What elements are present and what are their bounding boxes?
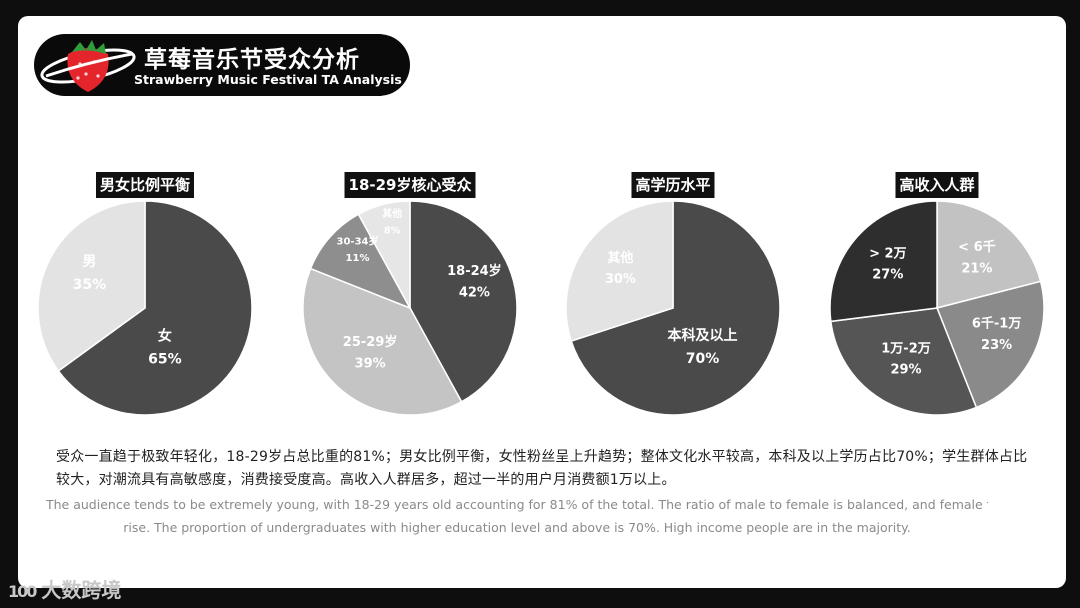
description-english-line-1: The audience tends to be extremely young…	[46, 497, 988, 512]
pie-2-slice-1	[565, 200, 674, 343]
pie-2-slice-0	[570, 200, 781, 416]
pie-3-slice-3-value: 27%	[872, 268, 903, 283]
pie-1-slice-2-label: 30-34岁	[337, 235, 379, 248]
pie-1-slice-2-value: 11%	[346, 253, 370, 264]
pie-0-slice-0	[57, 200, 253, 416]
chart-title-education: 高学历水平	[631, 172, 715, 198]
pie-1-slice-1	[302, 267, 463, 416]
pie-1-slice-0-label: 18-24岁	[447, 263, 502, 279]
pie-2-slice-0-label: 本科及以上	[668, 327, 738, 344]
pie-0-slice-1-label: 男	[82, 254, 96, 270]
pie-1-slice-3	[357, 200, 411, 309]
pie-1-slice-3-label: 其他	[382, 207, 402, 220]
page-title: 草莓音乐节受众分析	[144, 47, 360, 73]
pie-3-slice-1-value: 23%	[981, 338, 1012, 353]
chart-title-income: 高收入人群	[895, 172, 979, 198]
description-chinese: 受众一直趋于极致年轻化，18-29岁占总比重的81%；男女比例平衡，女性粉丝呈上…	[56, 449, 1028, 488]
pie-3-slice-1-label: 6千-1万	[972, 316, 1022, 332]
pie-0-slice-1-value: 35%	[73, 277, 107, 293]
pie-3-slice-2-label: 1万-2万	[881, 341, 931, 356]
pie-1-slice-1-value: 39%	[355, 357, 386, 372]
pie-0-slice-1	[37, 200, 146, 372]
page-subtitle: Strawberry Music Festival TA Analysis	[134, 72, 402, 87]
pie-3-slice-2-value: 29%	[890, 363, 921, 378]
pie-2-slice-1-value: 30%	[605, 272, 636, 287]
pie-2-slice-0-value: 70%	[686, 351, 720, 367]
brand-banner: 草莓音乐节受众分析 Strawberry Music Festival TA A…	[34, 34, 410, 96]
frame-edge-bottom	[140, 588, 1020, 608]
pie-1-slice-1-label: 25-29岁	[343, 334, 398, 350]
pie-0-slice-0-label: 女	[158, 328, 172, 345]
pie-3-slice-0-label: < 6千	[958, 239, 995, 255]
pie-1-slice-2	[309, 213, 412, 310]
pie-1-slice-3-value: 8%	[384, 226, 401, 237]
description-english: The audience tends to be extremely young…	[46, 493, 988, 539]
frame-edge-right	[1066, 486, 1080, 608]
pie-2-slice-1-label: 其他	[607, 250, 633, 266]
pie-1-slice-0-value: 42%	[459, 286, 490, 301]
chart-title-age: 18-29岁核心受众	[344, 172, 476, 198]
watermark: 100 大数跨境	[8, 574, 121, 603]
description-english-line-2: rise. The proportion of undergraduates w…	[123, 520, 911, 535]
pie-1-slice-0	[409, 200, 518, 403]
watermark-text: 大数跨境	[41, 578, 122, 602]
strawberry-planet-logo	[40, 40, 136, 92]
pie-0-slice-0-value: 65%	[148, 352, 182, 368]
watermark-icon: 100	[8, 582, 37, 601]
pie-3-slice-3-label: > 2万	[869, 246, 906, 261]
pie-3-slice-2	[830, 307, 978, 416]
pie-3-slice-0-value: 21%	[961, 261, 992, 276]
pie-3-slice-3	[829, 200, 938, 323]
pie-3-slice-0	[936, 200, 1042, 309]
pie-3-slice-1	[935, 280, 1045, 409]
chart-title-gender: 男女比例平衡	[95, 172, 195, 198]
